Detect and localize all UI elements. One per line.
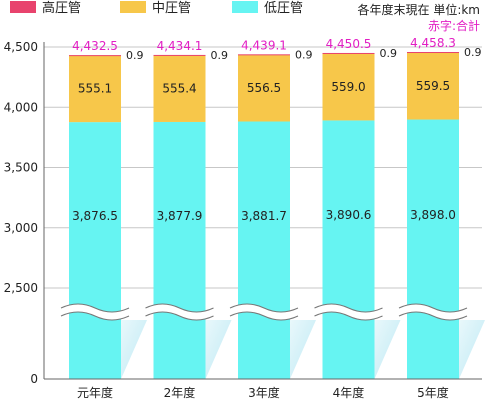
x-tick-label: 4年度	[333, 385, 365, 400]
bar-segment-mid	[153, 55, 206, 122]
bar-shadow	[290, 320, 316, 379]
x-tick-label: 元年度	[77, 385, 113, 400]
legend-swatch	[10, 1, 36, 13]
x-axis: 元年度 2年度 3年度 4年度 5年度	[44, 378, 482, 400]
axis-break-line	[60, 311, 130, 321]
total-label: 4,439.1	[241, 38, 287, 52]
low-value-label: 3,898.0	[410, 208, 456, 222]
bar-segment-mid	[322, 53, 375, 121]
high-value-label: 0.9	[380, 47, 398, 60]
bar-group: 3,877.9 555.4 0.9 4,434.1	[145, 39, 232, 380]
y-tick-label: 3,500	[4, 161, 38, 175]
legend-label: 高圧管	[42, 0, 81, 16]
x-tick-label: 5年度	[417, 385, 449, 400]
high-value-label: 0.9	[295, 48, 313, 61]
axis-break-line	[145, 303, 214, 313]
bar-segment-high	[238, 54, 290, 56]
bar-group: 3,890.6 559.0 0.9 4,450.5	[314, 37, 401, 379]
total-label: 4,432.5	[72, 39, 118, 53]
legend-label: 低圧管	[264, 1, 303, 16]
bars: 3,876.5 555.1 0.9 4,432.5 3,877.9 555.4 0.9 4,4…	[60, 36, 485, 380]
mid-value-label: 556.5	[247, 81, 281, 95]
total-note: 赤字:合計	[428, 18, 480, 33]
bar-segment-low	[69, 122, 121, 380]
low-value-label: 3,876.5	[72, 209, 118, 223]
x-tick-label: 2年度	[164, 385, 196, 400]
axis-break-line	[145, 311, 214, 321]
bar-segment-high	[407, 52, 459, 54]
legend-item: 高圧管	[10, 0, 81, 16]
low-value-label: 3,890.6	[326, 208, 372, 222]
bar-group: 3,876.5 555.1 0.9 4,432.5	[60, 39, 147, 380]
axis-break	[145, 304, 214, 320]
legend: 高圧管 中圧管 低圧管	[10, 0, 303, 16]
bar-shadow	[374, 320, 401, 379]
low-value-label: 3,877.9	[157, 209, 203, 223]
bar-segment-high	[153, 54, 206, 56]
y-tick-label: 3,000	[4, 221, 38, 235]
mid-value-label: 559.0	[331, 80, 365, 94]
bar-segment-mid	[69, 55, 121, 123]
total-label: 4,458.3	[410, 36, 456, 50]
bar-segment-high	[322, 52, 375, 54]
axis-break	[314, 304, 383, 320]
axis-break	[61, 304, 129, 320]
low-value-label: 3,881.7	[241, 209, 287, 223]
bar-segment-high	[69, 55, 121, 57]
high-value-label: 0.9	[211, 49, 229, 62]
high-value-label: 0.9	[126, 49, 144, 62]
mid-value-label: 555.1	[78, 82, 112, 96]
y-tick-label: 4,500	[4, 40, 38, 54]
mid-value-label: 555.4	[162, 82, 196, 96]
bar-shadow	[205, 320, 232, 379]
axis-break	[230, 304, 298, 320]
axis-break	[399, 304, 467, 320]
legend-swatch	[120, 1, 146, 13]
bar-segment-low	[153, 121, 206, 380]
legend-label: 中圧管	[152, 1, 191, 16]
bar-segment-low	[407, 119, 459, 379]
legend-swatch	[232, 1, 258, 13]
y-tick-label: 4,000	[4, 100, 38, 114]
x-tick-label: 3年度	[248, 385, 280, 400]
axis-break-line	[229, 311, 299, 321]
axis-break-line	[398, 303, 468, 313]
bar-group: 3,881.7 556.5 0.9 4,439.1	[229, 38, 316, 379]
bar-shadow	[459, 320, 485, 379]
y-tick-label: 0	[30, 372, 38, 386]
y-axis: 0 2,500 3,000 3,500 4,000 4,500	[4, 40, 45, 386]
axis-break-line	[60, 303, 130, 313]
high-value-label: 0.9	[464, 46, 482, 59]
axis-break-line	[398, 311, 468, 321]
mid-value-label: 559.5	[416, 79, 450, 93]
bar-shadow	[121, 320, 147, 379]
axis-break-line	[314, 311, 383, 321]
legend-item: 中圧管	[120, 1, 191, 16]
legend-item: 低圧管	[232, 1, 303, 16]
total-label: 4,434.1	[157, 39, 203, 53]
axis-break-line	[229, 303, 299, 313]
bar-segment-mid	[407, 52, 459, 120]
unit-note: 各年度末現在 単位:km	[358, 2, 481, 17]
y-tick-label: 2,500	[4, 281, 38, 295]
bar-segment-mid	[238, 54, 290, 122]
total-label: 4,450.5	[326, 37, 372, 51]
bar-segment-low	[322, 120, 375, 379]
axis-break-line	[314, 303, 383, 313]
bar-segment-low	[238, 121, 290, 379]
bar-group: 3,898.0 559.5 0.9 4,458.3	[398, 36, 485, 379]
